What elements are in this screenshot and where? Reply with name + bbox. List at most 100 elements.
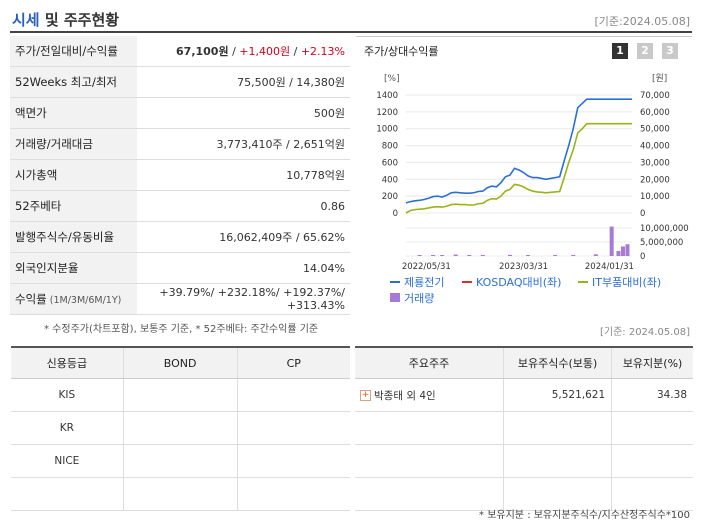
credit-cell <box>122 411 238 445</box>
chart-page-2-button[interactable]: 2 <box>637 43 653 59</box>
info-row: 52주베타 0.86 <box>10 190 350 222</box>
info-row: 외국인지분율 14.04% <box>10 252 350 284</box>
holders-header: 보유지분(%) <box>611 346 693 379</box>
info-value: 75,500원 / 14,380원 <box>137 66 350 98</box>
right-tick-label: 20,000 <box>640 175 670 185</box>
credit-cell <box>236 444 350 478</box>
holders-cell <box>355 444 504 478</box>
major-holders-table: 주요주주 보유주식수(보통) 보유지분(%) + 박종태 외 4인 5,521,621 3… <box>355 346 693 511</box>
volume-bar <box>440 255 445 256</box>
left-tick-label: 200 <box>382 192 398 202</box>
right-tick-label: 0 <box>640 209 645 219</box>
info-value: 10,778억원 <box>137 159 350 191</box>
volume-bar <box>625 244 630 256</box>
legend-label: 제룡전기 <box>404 276 444 289</box>
info-label-sub: (1M/3M/6M/1Y) <box>46 295 122 306</box>
credit-header: BOND <box>122 346 238 379</box>
info-label: 외국인지분율 <box>10 252 137 284</box>
holders-cell <box>611 411 693 445</box>
chart-page-3-button[interactable]: 3 <box>662 43 678 59</box>
asof-date-2: [기준: 2024.05.08] <box>599 327 690 338</box>
legend-label: 거래량 <box>404 292 434 305</box>
info-label: 수익률 (1M/3M/6M/1Y) <box>10 283 137 315</box>
info-row: 발행주식수/유동비율 16,062,409주 / 65.62% <box>10 221 350 253</box>
holders-cell <box>611 477 693 511</box>
info-value: +39.79%/ +232.18%/ +192.37%/+313.43% <box>137 283 350 315</box>
credit-cell: KIS <box>11 378 124 412</box>
credit-cell <box>122 477 238 511</box>
holder-shares: 5,521,621 <box>502 378 612 412</box>
section-title: 시세 및 주주현황 <box>12 9 119 30</box>
left-tick-label: 1200 <box>376 108 398 118</box>
volume-bar <box>453 254 458 256</box>
volume-bar <box>417 255 422 256</box>
holders-header: 주요주주 <box>355 346 504 379</box>
x-tick-label: 2023/03/31 <box>499 262 548 272</box>
holders-cell <box>355 411 504 445</box>
holders-cell <box>355 477 504 511</box>
credit-cell: KR <box>11 411 124 445</box>
asof-date: [기준:2024.05.08] <box>594 15 690 28</box>
volume-bar <box>431 255 436 256</box>
right-tick-label: 30,000 <box>640 158 670 168</box>
credit-cell: NICE <box>11 444 124 478</box>
right-tick-label: 70,000 <box>640 91 670 101</box>
info-label: 액면가 <box>10 97 137 129</box>
chart-title: 주가/상대수익률 <box>364 45 439 58</box>
credit-cell <box>122 444 238 478</box>
holders-row: + 박종태 외 4인 5,521,621 34.38 <box>355 378 693 412</box>
credit-header: 신용등급 <box>11 346 124 379</box>
left-tick-label: 0 <box>393 209 398 219</box>
credit-cell <box>11 477 124 511</box>
info-row: 거래량/거래대금 3,773,410주 / 2,651억원 <box>10 128 350 160</box>
left-tick-label: 1400 <box>376 91 398 101</box>
holders-header: 보유주식수(보통) <box>502 346 612 379</box>
volume-bar <box>507 254 512 256</box>
holders-cell <box>502 444 612 478</box>
info-value: 500원 <box>137 97 350 129</box>
info-value: 3,773,410주 / 2,651억원 <box>137 128 350 160</box>
holder-pct: 34.38 <box>611 378 693 412</box>
legend-label: IT부품대비(좌) <box>592 276 661 289</box>
right-tick-label: 60,000 <box>640 108 670 118</box>
credit-header: CP <box>236 346 350 379</box>
volume-bar <box>480 255 485 256</box>
title-rest: 및 주주현황 <box>44 11 120 29</box>
volume-bar <box>553 255 558 256</box>
holders-row <box>355 444 693 478</box>
volume-bar <box>620 246 625 256</box>
volume-bar <box>467 255 472 256</box>
expand-plus-icon[interactable]: + <box>360 390 371 401</box>
volume-tick-label: 10,000,000 <box>640 224 689 234</box>
volume-bar <box>609 226 614 256</box>
credit-cell <box>236 411 350 445</box>
volume-tick-label: 5,000,000 <box>640 238 683 248</box>
credit-row: KR <box>11 411 350 445</box>
credit-cell <box>236 378 350 412</box>
holders-cell <box>502 477 612 511</box>
info-label: 시가총액 <box>10 159 137 191</box>
credit-row <box>11 477 350 511</box>
left-tick-label: 400 <box>382 175 398 185</box>
chart-page-1-button[interactable]: 1 <box>612 43 628 59</box>
info-row: 52Weeks 최고/최저 75,500원 / 14,380원 <box>10 66 350 98</box>
info-value: 67,100원 / +1,400원 / +2.13% <box>137 36 350 67</box>
info-value: 0.86 <box>137 190 350 222</box>
price-note: * 수정주가(차트포함), 보통주 기준, * 52주베타: 주간수익률 기준 <box>44 324 319 335</box>
holders-cell <box>502 411 612 445</box>
info-value: 14.04% <box>137 252 350 284</box>
info-label: 주가/전일대비/수익률 <box>10 36 137 67</box>
credit-cell <box>122 378 238 412</box>
info-row: 수익률 (1M/3M/6M/1Y) +39.79%/ +232.18%/ +192… <box>10 283 350 315</box>
holder-name[interactable]: + 박종태 외 4인 <box>355 378 504 412</box>
title-highlight: 시세 <box>12 11 40 29</box>
volume-bar <box>526 255 531 256</box>
info-label: 52Weeks 최고/최저 <box>10 66 137 98</box>
holders-cell <box>611 444 693 478</box>
legend-label: KOSDAQ대비(좌) <box>476 276 561 289</box>
holders-note: * 보유지분 : 보유지분주식수/지수산정주식수*100 <box>479 510 690 521</box>
info-row: 액면가 500원 <box>10 97 350 129</box>
credit-row: NICE <box>11 444 350 478</box>
right-tick-label: 10,000 <box>640 192 670 202</box>
volume-tick-label: 0 <box>640 252 645 262</box>
